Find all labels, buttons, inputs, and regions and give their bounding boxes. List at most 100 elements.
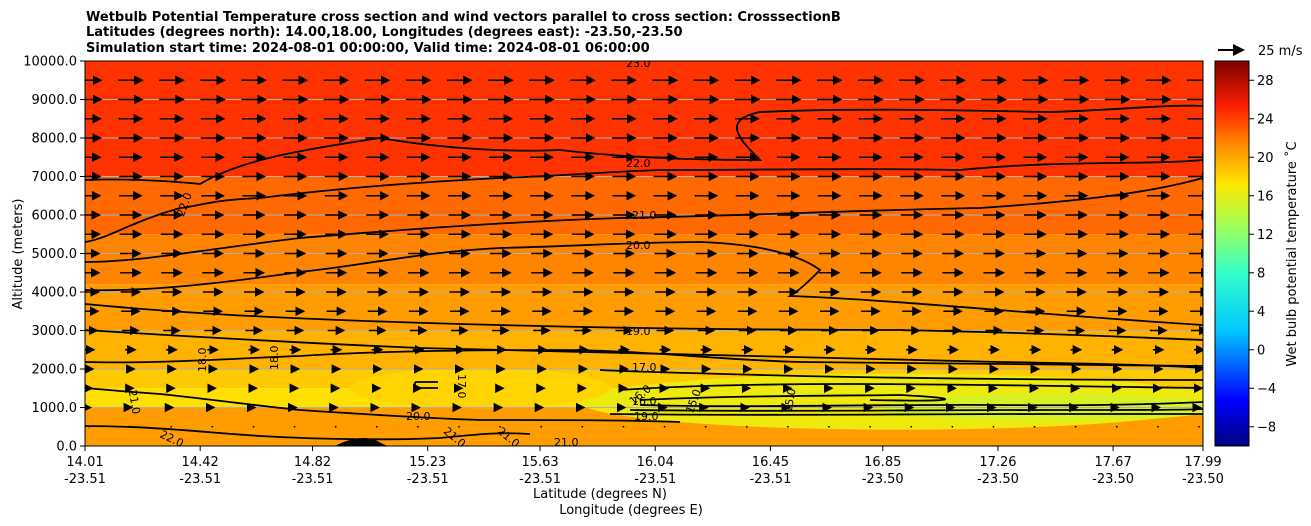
- wind-vector: [540, 425, 543, 428]
- contour-line: [85, 387, 681, 423]
- quiver-key-label: 25 m/s: [1258, 44, 1303, 59]
- y-tick-label: 7000.0: [32, 170, 78, 185]
- contour-line: [85, 177, 1203, 263]
- colorbar-tick-label: 20: [1257, 151, 1274, 166]
- wind-vector: [211, 425, 214, 428]
- cool-pocket: [350, 368, 610, 409]
- x-tick-label-lat: 17.26: [979, 455, 1016, 470]
- x-tick-label-lat: 15.23: [409, 455, 446, 470]
- contour-label: 20.0: [626, 239, 651, 252]
- wind-vector: [88, 425, 90, 428]
- wind-vectors: [85, 75, 1203, 428]
- wind-vector: [992, 425, 995, 428]
- y-tick-label: 6000.0: [32, 209, 78, 224]
- colorbar-tick-label: 16: [1257, 189, 1274, 204]
- wind-vector: [375, 425, 378, 428]
- x-tick-label-lat: 17.67: [1095, 455, 1132, 470]
- wind-vector: [869, 425, 872, 428]
- wind-vector: [786, 425, 789, 428]
- contour-line: [629, 408, 1203, 412]
- x-tick-label-lat: 17.99: [1184, 455, 1221, 470]
- wind-vector: [334, 425, 337, 428]
- wind-vector: [1198, 425, 1200, 428]
- y-axis: 0.0 1000.0 2000.0 3000.0 4000.0 5000.0 6000.0 7…: [23, 55, 85, 455]
- x-tick-label-lat: 16.04: [637, 455, 674, 470]
- x-tick-label-lon: -23.51: [292, 472, 334, 487]
- colorbar-tick-label: −4: [1257, 382, 1276, 397]
- x-tick-label-lat: 15.63: [521, 455, 558, 470]
- x-tick-label-lon: -23.51: [179, 472, 221, 487]
- wind-vector: [910, 425, 913, 428]
- y-tick-label: 0.0: [56, 440, 77, 455]
- x-tick-label-lat: 16.85: [864, 455, 901, 470]
- colorbar-tick-label: 4: [1257, 305, 1265, 320]
- wind-vector: [1115, 425, 1118, 428]
- wind-vector: [416, 425, 419, 428]
- contour-line: [639, 394, 946, 402]
- x-tick-label-lon: -23.51: [749, 472, 791, 487]
- wind-vector: [704, 425, 707, 428]
- colorbar-tick-label: −8: [1257, 420, 1276, 435]
- plot-area: 23.0 22.0 22.0 21.0 20.0 19.0 18.0 18.0 …: [85, 57, 1203, 449]
- wind-vector: [828, 425, 830, 428]
- y-tick-label: 1000.0: [32, 401, 78, 416]
- colorbar-label: Wet bulb potential temperature ˚C: [1284, 141, 1300, 366]
- contour-line: [85, 425, 531, 441]
- x-tick-label-lat: 14.82: [294, 455, 331, 470]
- x-tick-label-lat: 14.01: [66, 455, 103, 470]
- x-tick-label-lon: -23.51: [407, 472, 449, 487]
- y-tick-label: 5000.0: [32, 247, 78, 262]
- wind-vector: [663, 425, 666, 428]
- wind-vector: [581, 425, 584, 428]
- colorbar-tick-label: 8: [1257, 266, 1265, 281]
- wind-vector: [499, 425, 502, 428]
- wind-vector: [1033, 425, 1036, 428]
- contour-label: 18.0: [196, 348, 209, 373]
- title-line-1: Wetbulb Potential Temperature cross sect…: [86, 10, 841, 25]
- x-tick-label-lon: -23.50: [1092, 472, 1134, 487]
- x-tick-label-lon: -23.51: [64, 472, 106, 487]
- title-line-3: Simulation start time: 2024-08-01 00:00:…: [86, 41, 650, 56]
- wind-vector: [170, 425, 173, 428]
- colorbar: 28 24 20 16 12 8 4 0 −4 −8 Wet bulb potential tem…: [1214, 60, 1300, 447]
- contour-label: 17.0: [455, 374, 468, 399]
- contour-label: 21.0: [632, 209, 657, 222]
- colorbar-tick-label: 24: [1257, 112, 1274, 127]
- contour-label: 19.0: [634, 410, 659, 423]
- wind-vector: [252, 425, 255, 428]
- wind-vector: [1156, 425, 1159, 428]
- chart-title: Wetbulb Potential Temperature cross sect…: [86, 10, 841, 56]
- wind-vector: [1074, 425, 1077, 428]
- x-axis-label-lon: Longitude (degrees E): [559, 503, 703, 518]
- contour-label: 21.0: [554, 436, 579, 449]
- contour-label: 15.0: [782, 387, 799, 413]
- colorbar-ticks: 28 24 20 16 12 8 4 0 −4 −8: [1249, 74, 1276, 435]
- contour-label: 23.0: [626, 57, 651, 70]
- wind-vector: [458, 425, 460, 428]
- contour-line: [85, 303, 1203, 341]
- colorbar-tick-label: 12: [1257, 228, 1274, 243]
- x-tick-label-lat: 16.45: [752, 455, 789, 470]
- temperature-band: [85, 176, 1203, 235]
- colorbar-gradient: [1214, 60, 1250, 447]
- contour-line: [609, 413, 1203, 416]
- wind-vector: [293, 425, 296, 428]
- wind-vector: [951, 425, 954, 428]
- quiver-key: 25 m/s: [1218, 44, 1303, 59]
- contour-label: 22.0: [626, 157, 651, 170]
- x-tick-label-lon: -23.50: [1182, 472, 1224, 487]
- x-tick-label-lat: 14.42: [182, 455, 219, 470]
- x-tick-label-lon: -23.51: [634, 472, 676, 487]
- y-tick-label: 10000.0: [23, 55, 77, 70]
- contour-label: 20.0: [406, 410, 431, 423]
- contour-label: 18.0: [268, 346, 281, 371]
- terrain-peak: [335, 438, 390, 446]
- contour-lines: [85, 104, 1203, 446]
- y-tick-label: 9000.0: [32, 93, 78, 108]
- y-tick-label: 4000.0: [32, 286, 78, 301]
- y-axis-label: Altitude (meters): [11, 199, 26, 310]
- contour-label: 21.0: [126, 389, 143, 415]
- x-tick-label-lon: -23.51: [519, 472, 561, 487]
- x-tick-label-lon: -23.50: [862, 472, 904, 487]
